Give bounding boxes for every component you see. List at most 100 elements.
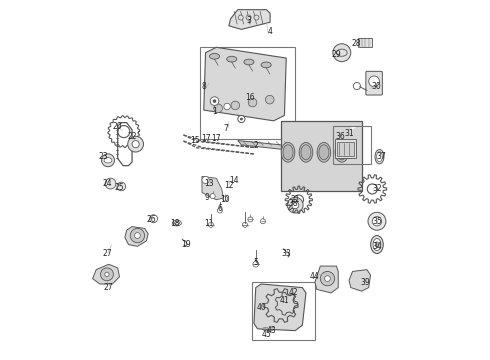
Circle shape	[117, 182, 125, 191]
Circle shape	[214, 104, 222, 113]
Bar	[358, 39, 372, 47]
Ellipse shape	[375, 242, 379, 247]
Circle shape	[254, 15, 259, 20]
Bar	[337, 141, 354, 156]
Text: 28: 28	[351, 39, 361, 48]
Circle shape	[210, 97, 219, 105]
Text: 14: 14	[229, 176, 239, 185]
Text: 5: 5	[253, 258, 258, 267]
Text: 29: 29	[332, 50, 341, 59]
Circle shape	[238, 116, 245, 123]
Polygon shape	[238, 140, 294, 150]
Ellipse shape	[377, 152, 382, 162]
Circle shape	[266, 95, 274, 104]
Text: 19: 19	[181, 240, 191, 249]
Text: 27: 27	[104, 283, 114, 292]
Text: 7: 7	[223, 123, 228, 132]
Circle shape	[105, 272, 109, 276]
Circle shape	[372, 217, 382, 226]
Ellipse shape	[174, 222, 179, 225]
Text: 38: 38	[289, 199, 298, 208]
Circle shape	[353, 82, 361, 90]
Text: 8: 8	[201, 82, 206, 91]
Circle shape	[294, 195, 304, 204]
Circle shape	[210, 194, 215, 199]
Circle shape	[246, 15, 251, 20]
Ellipse shape	[375, 149, 384, 164]
Ellipse shape	[104, 158, 112, 163]
Bar	[333, 126, 370, 164]
Text: 2: 2	[253, 141, 258, 150]
Circle shape	[269, 324, 275, 330]
Text: 27: 27	[102, 249, 112, 258]
Circle shape	[223, 196, 228, 201]
Circle shape	[128, 136, 144, 152]
Ellipse shape	[371, 235, 383, 253]
Ellipse shape	[227, 56, 237, 62]
Text: 45: 45	[262, 330, 271, 339]
Text: 9: 9	[205, 193, 210, 202]
Ellipse shape	[337, 145, 347, 160]
Circle shape	[324, 276, 330, 282]
Circle shape	[347, 128, 357, 137]
Circle shape	[202, 176, 209, 184]
Polygon shape	[125, 226, 148, 246]
Polygon shape	[204, 47, 286, 121]
Text: 44: 44	[310, 272, 320, 281]
Circle shape	[368, 76, 379, 87]
Text: 37: 37	[376, 152, 386, 161]
Text: 30: 30	[371, 82, 381, 91]
Text: 36: 36	[335, 132, 345, 141]
Text: 25: 25	[115, 183, 124, 192]
Circle shape	[132, 140, 139, 148]
Text: 20: 20	[113, 122, 122, 131]
Text: 26: 26	[147, 215, 157, 224]
Text: 10: 10	[220, 195, 230, 204]
Text: 13: 13	[204, 179, 214, 188]
Text: 31: 31	[344, 129, 354, 138]
Circle shape	[238, 15, 243, 20]
Bar	[252, 282, 315, 339]
Circle shape	[282, 300, 290, 308]
Text: 21: 21	[291, 195, 300, 204]
Polygon shape	[315, 266, 338, 293]
Text: 33: 33	[281, 249, 291, 258]
Circle shape	[101, 154, 115, 167]
Circle shape	[287, 197, 303, 213]
Ellipse shape	[319, 145, 329, 160]
Text: 11: 11	[204, 219, 214, 228]
Circle shape	[208, 222, 214, 227]
Text: 32: 32	[373, 184, 383, 193]
Text: 22: 22	[127, 132, 137, 141]
Text: 12: 12	[224, 181, 234, 190]
Bar	[200, 47, 295, 139]
Circle shape	[275, 300, 287, 311]
Text: 34: 34	[373, 242, 383, 251]
Ellipse shape	[301, 145, 311, 160]
Circle shape	[100, 268, 113, 281]
Text: 17: 17	[201, 134, 210, 143]
Circle shape	[213, 99, 216, 103]
Polygon shape	[93, 264, 120, 284]
Text: 16: 16	[245, 93, 255, 102]
Text: 23: 23	[98, 152, 108, 161]
Circle shape	[231, 101, 240, 110]
Ellipse shape	[317, 143, 331, 162]
Circle shape	[292, 202, 299, 209]
Ellipse shape	[210, 53, 220, 59]
Text: 17: 17	[212, 134, 221, 143]
Circle shape	[248, 217, 253, 222]
Text: 3: 3	[246, 16, 251, 25]
Text: 40: 40	[256, 303, 266, 312]
Circle shape	[224, 103, 230, 110]
Ellipse shape	[172, 220, 181, 226]
Text: 15: 15	[190, 136, 199, 145]
Circle shape	[130, 228, 145, 243]
Circle shape	[149, 215, 157, 223]
Text: 6: 6	[218, 204, 222, 213]
Text: 39: 39	[360, 278, 370, 287]
Ellipse shape	[281, 143, 295, 162]
Bar	[281, 121, 362, 191]
Circle shape	[368, 184, 377, 194]
Circle shape	[368, 212, 386, 230]
